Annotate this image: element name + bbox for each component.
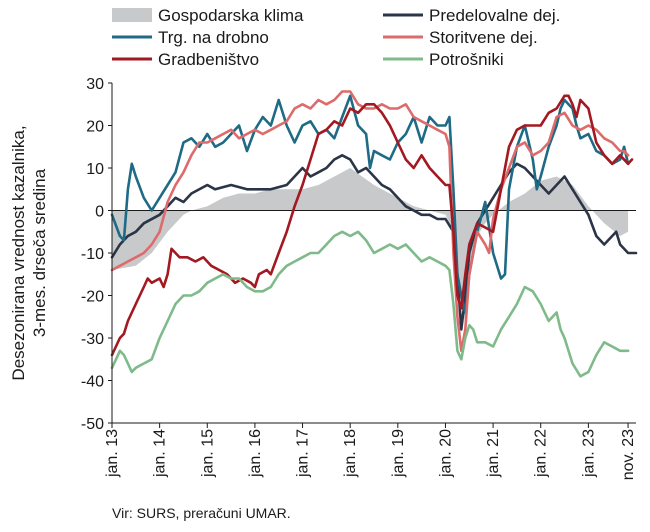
series-line-predelovalne-dej [110,154,638,331]
series-area-gospodarska-klima [112,168,629,326]
axes [108,82,636,428]
series-line-trg-na-drobno [110,94,630,314]
legend-label: Storitvene dej. [429,28,538,47]
x-tick-labels: jan. 13 jan. 14 jan. 15 jan. 16 jan. 17 jan. … [104,429,637,480]
x-tick-label: jan. 20 [437,429,454,478]
y-tick-label: -20 [81,289,104,306]
y-tick-label: -40 [81,374,104,391]
legend-item-potrosniki: Potrošniki [383,50,504,69]
y-tick-label: -30 [81,331,104,348]
legend-label: Predelovalne dej. [429,6,560,25]
x-tick-label: jan. 19 [390,429,407,478]
series-line-gradbenistvo [110,94,634,357]
legend-label: Gradbeništvo [158,50,259,69]
x-tick-label: jan. 17 [295,429,312,478]
series-line-storitvene-dej [110,90,630,353]
lines-layer [110,90,638,378]
y-tick-labels: -50 -40 -30 -20 -10 0 10 20 30 [81,76,104,433]
x-tick-label: jan. 22 [533,429,550,478]
y-tick-label: -10 [81,246,104,263]
source-note: Vir: SURS, preračuni UMAR. [112,505,291,521]
legend-label: Gospodarska klima [158,6,304,25]
x-tick-label: jan. 18 [342,429,359,478]
y-tick-label: -50 [81,416,104,433]
y-tick-label: 10 [86,161,104,178]
x-tick-label: jan. 13 [104,429,121,478]
x-tick-label: nov. 23 [620,429,637,480]
y-axis-title-line-1: Desezonirana vrednost kazalnika, [9,125,28,380]
legend-label: Trg. na drobno [158,28,269,47]
x-tick-label: jan. 15 [199,429,216,478]
legend-item-predelovalne-dej: Predelovalne dej. [383,6,560,25]
y-tick-label: 20 [86,119,104,136]
legend-item-storitvene-dej: Storitvene dej. [383,28,538,47]
x-tick-label: jan. 14 [152,429,169,478]
legend: Gospodarska klima Predelovalne dej. Trg. n… [112,6,560,69]
legend-swatch [112,8,152,22]
legend-item-gospodarska-klima: Gospodarska klima [112,6,304,25]
y-tick-label: 30 [86,76,104,93]
y-tick-label: 0 [95,204,104,221]
legend-label: Potrošniki [429,50,504,69]
x-tick-label: jan. 16 [247,429,264,478]
y-axis-title-line-2: 3-mes. drseča sredina [30,168,49,337]
x-tick-label: jan. 21 [485,429,502,478]
legend-item-trg-na-drobno: Trg. na drobno [112,28,269,47]
series-line-potrosniki [110,230,630,378]
legend-item-gradbenistvo: Gradbeništvo [112,50,259,69]
x-tick-label: jan. 23 [580,429,597,478]
area-layer [112,168,629,326]
